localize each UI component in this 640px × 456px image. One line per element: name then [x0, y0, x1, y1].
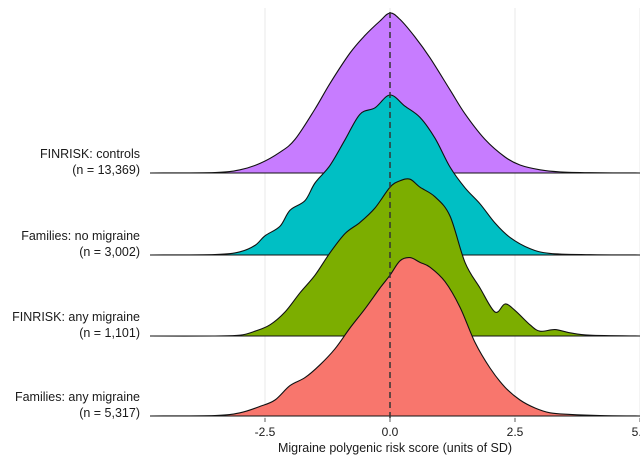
x-tick-label-2: 2.5	[507, 425, 524, 439]
ridges	[149, 12, 640, 417]
category-label-2: FINRISK: any migraine	[12, 310, 140, 324]
ridge-3	[149, 256, 640, 417]
ridge-fill-2	[150, 178, 640, 337]
x-axis-label: Migraine polygenic risk score (units of …	[278, 441, 512, 455]
category-count-1: (n = 3,002)	[79, 245, 140, 259]
category-count-0: (n = 13,369)	[72, 163, 140, 177]
ridge-fill-0	[150, 12, 640, 173]
x-tick-label-3: 5.0	[632, 425, 640, 439]
ridge-fill-3	[150, 257, 640, 416]
ridge-outline-1	[149, 94, 640, 256]
x-tick-label-0: -2.5	[255, 425, 276, 439]
category-count-3: (n = 5,317)	[79, 406, 140, 420]
category-label-0: FINRISK: controls	[40, 147, 140, 161]
ridge-outline-2	[149, 178, 640, 337]
category-label-3: Families: any migraine	[15, 390, 140, 404]
ridge-fill-1	[150, 94, 640, 255]
category-count-2: (n = 1,101)	[79, 326, 140, 340]
x-tick-label-1: 0.0	[382, 425, 399, 439]
ridge-outline-3	[149, 256, 640, 417]
category-label-1: Families: no migraine	[21, 229, 140, 243]
ridge-outline-0	[149, 12, 640, 174]
category-labels: FINRISK: controls (n = 13,369) Families: n…	[12, 147, 140, 420]
x-axis: -2.5 0.0 2.5 5.0	[255, 418, 640, 439]
